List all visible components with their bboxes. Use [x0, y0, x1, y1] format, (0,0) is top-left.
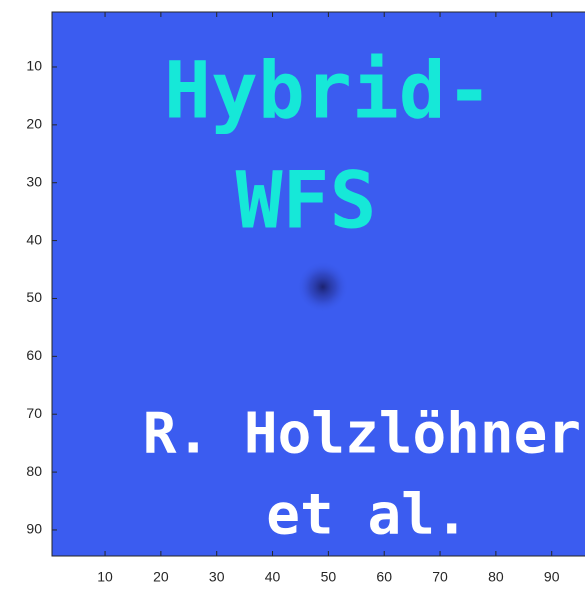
axes-box [51, 11, 585, 557]
x-tick-label: 30 [209, 569, 225, 585]
y-tick-label: 40 [26, 231, 42, 247]
x-tick-label: 20 [153, 569, 169, 585]
x-tick-label: 10 [97, 569, 113, 585]
y-tick-label: 10 [26, 58, 42, 74]
annotation: WFS [236, 156, 377, 246]
y-tick-label: 30 [26, 173, 42, 189]
x-tick-label: 60 [376, 569, 392, 585]
y-tick-label: 90 [26, 521, 42, 537]
y-tick-label: 60 [26, 347, 42, 363]
y-tick-label: 80 [26, 463, 42, 479]
annotation: Hybrid- [164, 46, 493, 136]
y-tick-label: 70 [26, 405, 42, 421]
x-tick-label: 40 [265, 569, 281, 585]
annotation: R. Holzlöhner [143, 402, 581, 467]
annotation: et al. [266, 483, 468, 548]
x-tick-label: 50 [321, 569, 337, 585]
x-tick-label: 70 [432, 569, 448, 585]
x-tick-label: 80 [488, 569, 504, 585]
dark-spot [296, 260, 349, 313]
x-tick-label: 90 [544, 569, 560, 585]
y-tick-label: 20 [26, 116, 42, 132]
y-tick-label: 50 [26, 289, 42, 305]
